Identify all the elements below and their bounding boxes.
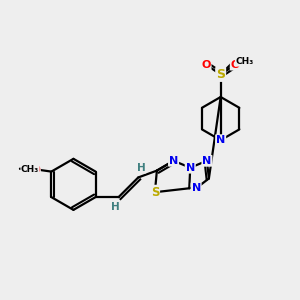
Text: S: S [216, 68, 225, 81]
Text: H: H [111, 202, 120, 212]
Text: N: N [191, 183, 201, 193]
Text: O: O [201, 60, 211, 70]
Text: O: O [231, 60, 240, 70]
Text: methoxy: methoxy [19, 169, 25, 170]
Text: N: N [202, 156, 212, 166]
Text: CH₃: CH₃ [236, 57, 253, 66]
Text: N: N [216, 135, 225, 145]
Text: O: O [31, 165, 40, 175]
Text: H: H [137, 163, 146, 173]
Text: CH₃: CH₃ [21, 165, 39, 174]
Text: N: N [186, 163, 195, 173]
Text: S: S [151, 186, 159, 199]
Text: N: N [169, 156, 178, 166]
